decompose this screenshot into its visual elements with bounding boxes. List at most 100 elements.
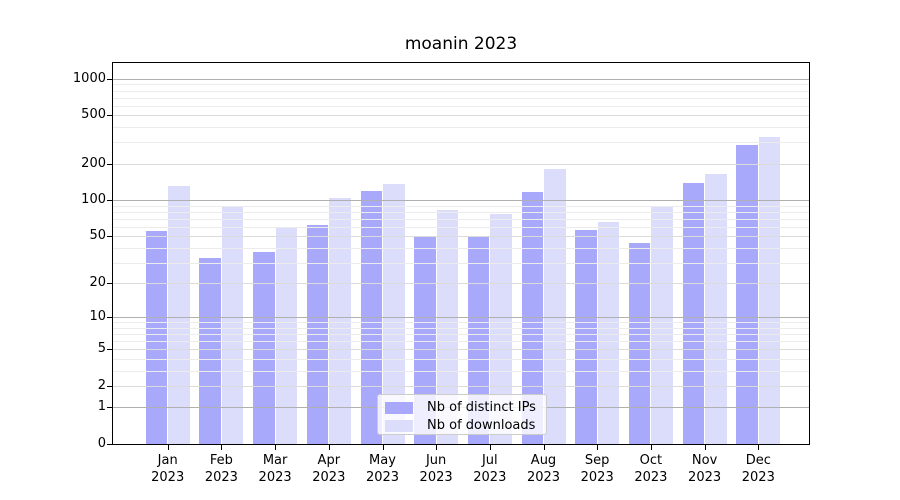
major-gridline <box>113 115 809 117</box>
bar-nb-of-downloads-apr-2023 <box>329 197 351 444</box>
x-tick-label: May 2023 <box>365 453 400 485</box>
bar-nb-of-distinct-ips-feb-2023 <box>199 257 221 444</box>
bar-nb-of-downloads-may-2023 <box>383 184 405 444</box>
minor-gridline <box>113 127 809 129</box>
y-tick-label: 0 <box>97 436 106 451</box>
x-axis-tick <box>328 445 330 450</box>
bar-nb-of-downloads-oct-2023 <box>651 206 673 444</box>
minor-gridline <box>113 218 809 220</box>
legend-swatch-nb-of-downloads <box>385 419 413 432</box>
minor-gridline <box>113 226 809 228</box>
bar-nb-of-downloads-feb-2023 <box>221 206 244 444</box>
y-axis-tick <box>107 317 112 319</box>
minor-gridline <box>113 105 809 107</box>
bar-nb-of-distinct-ips-jun-2023 <box>414 236 436 444</box>
y-tick-label: 200 <box>81 155 106 171</box>
y-axis-tick <box>107 200 112 202</box>
legend-item-nb-of-distinct-ips: Nb of distinct IPs <box>378 399 546 416</box>
x-tick-label: Apr 2023 <box>312 453 346 485</box>
y-axis-tick <box>107 283 112 285</box>
minor-gridline <box>113 358 809 360</box>
y-tick-label: 2 <box>97 377 106 393</box>
y-tick-label: 1000 <box>72 70 106 86</box>
x-tick-label: Jun 2023 <box>419 453 453 485</box>
x-tick-label: Aug 2023 <box>526 453 561 485</box>
y-axis-tick <box>107 115 112 117</box>
y-axis-tick <box>107 444 112 445</box>
major-gridline <box>113 200 809 202</box>
minor-gridline <box>113 211 809 213</box>
x-axis-tick <box>382 445 384 450</box>
chart-title: moanin 2023 <box>404 34 518 54</box>
x-axis-tick <box>275 445 277 450</box>
major-gridline <box>113 163 809 165</box>
bar-nb-of-downloads-mar-2023 <box>275 226 298 444</box>
y-tick-label: 500 <box>81 107 106 123</box>
bar-nb-of-distinct-ips-mar-2023 <box>253 251 275 444</box>
y-tick-label: 5 <box>97 341 106 357</box>
bar-nb-of-distinct-ips-dec-2023 <box>736 145 758 444</box>
bar-nb-of-downloads-nov-2023 <box>705 173 727 444</box>
minor-gridline <box>113 341 809 343</box>
y-tick-label: 20 <box>89 275 106 291</box>
bar-nb-of-downloads-jun-2023 <box>436 210 459 444</box>
major-gridline <box>113 317 809 319</box>
y-tick-label: 1 <box>97 399 106 415</box>
x-tick-label: Mar 2023 <box>258 453 292 485</box>
x-tick-label: Nov 2023 <box>688 453 722 485</box>
x-tick-label: Feb 2023 <box>204 453 238 485</box>
plot-area <box>112 62 810 445</box>
x-axis-tick <box>167 445 169 450</box>
minor-gridline <box>113 205 809 207</box>
y-axis-tick <box>107 349 112 351</box>
x-axis-tick <box>543 445 545 450</box>
x-axis-tick <box>489 445 491 450</box>
legend-item-nb-of-downloads: Nb of downloads <box>378 417 546 434</box>
y-axis-tick <box>107 407 112 409</box>
major-gridline <box>113 385 809 387</box>
x-axis-tick <box>704 445 706 450</box>
x-tick-label: Oct 2023 <box>634 453 668 485</box>
minor-gridline <box>113 84 809 86</box>
bar-nb-of-downloads-jan-2023 <box>168 186 190 444</box>
x-tick-label: Sep 2023 <box>580 453 614 485</box>
x-axis-tick <box>758 445 760 450</box>
minor-gridline <box>113 334 809 336</box>
x-tick-label: Jan 2023 <box>151 453 185 485</box>
bar-nb-of-distinct-ips-may-2023 <box>360 190 382 444</box>
legend-label: Nb of downloads <box>427 418 536 433</box>
bar-nb-of-distinct-ips-jan-2023 <box>145 231 168 444</box>
major-gridline <box>113 349 809 351</box>
bar-nb-of-downloads-sep-2023 <box>597 221 620 444</box>
y-axis-tick <box>107 163 112 165</box>
minor-gridline <box>113 90 809 92</box>
bar-nb-of-distinct-ips-oct-2023 <box>628 242 651 444</box>
x-axis-tick <box>650 445 652 450</box>
major-gridline <box>113 283 809 285</box>
major-gridline <box>113 78 809 80</box>
x-tick-label: Jul 2023 <box>473 453 507 485</box>
minor-gridline <box>113 142 809 144</box>
legend-label: Nb of distinct IPs <box>427 400 536 415</box>
minor-gridline <box>113 322 809 324</box>
legend: Nb of distinct IPs Nb of downloads <box>377 394 547 435</box>
bar-nb-of-distinct-ips-nov-2023 <box>682 182 705 444</box>
y-axis-tick <box>107 236 112 238</box>
legend-swatch-nb-of-distinct-ips <box>385 401 413 414</box>
y-tick-label: 10 <box>89 309 106 325</box>
bar-nb-of-downloads-aug-2023 <box>544 169 566 444</box>
minor-gridline <box>113 262 809 264</box>
y-tick-label: 100 <box>81 192 106 208</box>
minor-gridline <box>113 370 809 372</box>
y-axis-tick <box>107 78 112 80</box>
x-axis-tick <box>221 445 223 450</box>
x-axis-tick <box>436 445 438 450</box>
x-axis-tick <box>597 445 599 450</box>
major-gridline <box>113 236 809 238</box>
minor-gridline <box>113 327 809 329</box>
minor-gridline <box>113 247 809 249</box>
x-tick-label: Dec 2023 <box>741 453 775 485</box>
y-axis-tick <box>107 385 112 387</box>
bar-nb-of-downloads-dec-2023 <box>758 137 781 444</box>
bar-nb-of-distinct-ips-jul-2023 <box>467 237 490 444</box>
